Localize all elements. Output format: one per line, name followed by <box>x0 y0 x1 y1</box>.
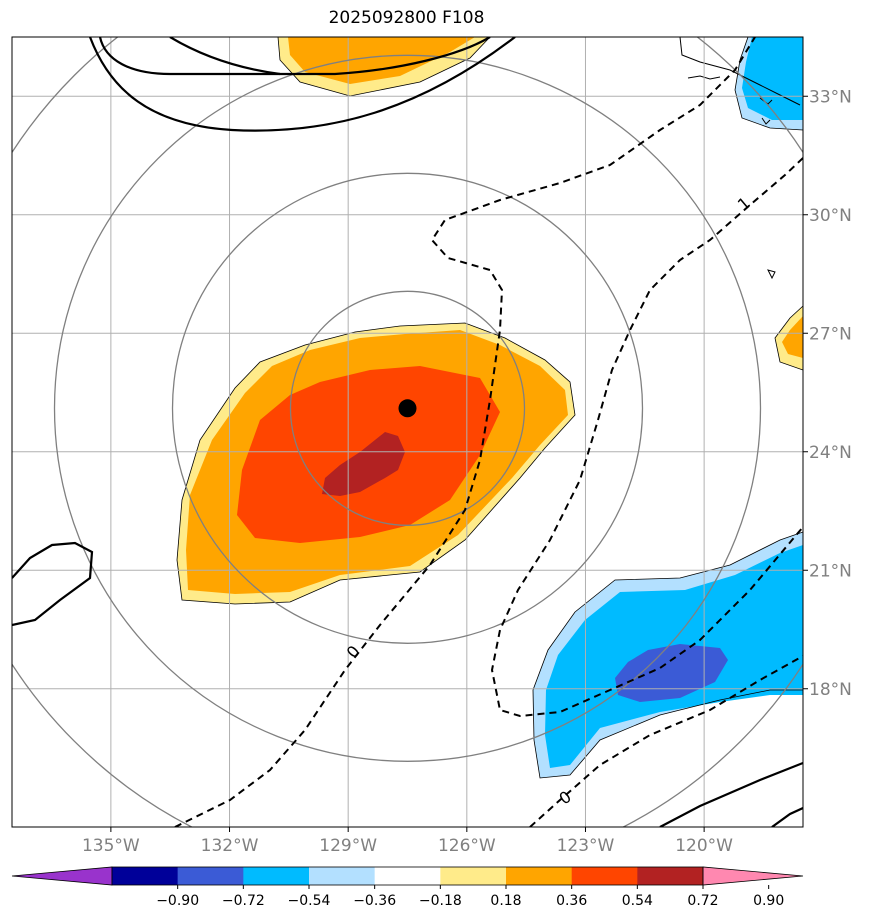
range-ring <box>171 172 644 644</box>
colorbar-tick-label: −0.54 <box>288 893 331 909</box>
lon-tick-label: 120°W <box>675 836 733 856</box>
gridlines <box>12 37 803 827</box>
lat-tick-label: 27°N <box>809 324 852 344</box>
positive-anomaly-peak <box>322 432 405 496</box>
lat-tick-label: 18°N <box>809 680 852 700</box>
shading-layer <box>177 37 803 778</box>
plot-title: 2025092800 F108 <box>328 8 485 28</box>
coastline <box>679 37 801 280</box>
colorbar-extend-high <box>702 866 804 886</box>
colorbar-tick-label: 0.36 <box>556 893 587 909</box>
colorbar-tick-label: −0.18 <box>419 893 462 909</box>
axis-ticks: 135°W 132°W 129°W 126°W 123°W 120°W 18°N 21°N 24… <box>82 87 852 856</box>
positive-anomaly-east <box>782 316 803 358</box>
dashed-contours <box>174 37 803 827</box>
negative-anomaly-core <box>615 644 728 702</box>
lon-tick-label: 126°W <box>438 836 496 856</box>
colorbar-segment <box>374 867 441 885</box>
colorbar-segment <box>112 867 178 885</box>
colorbar-tick-label: 0.72 <box>687 893 718 909</box>
lon-tick-label: 135°W <box>82 836 140 856</box>
lat-tick-label: 21°N <box>809 561 852 581</box>
lon-tick-label: 132°W <box>201 836 259 856</box>
lat-tick-label: 30°N <box>809 206 852 226</box>
colorbar: −0.90 −0.72 −0.54 −0.36 −0.18 0.18 0.36 0.54 0.7… <box>11 866 804 909</box>
lat-tick-label: 24°N <box>809 443 852 463</box>
lat-tick-label: 33°N <box>809 87 852 107</box>
lon-tick-label: 123°W <box>557 836 615 856</box>
colorbar-tick-label: 0.90 <box>753 893 784 909</box>
solid-contours <box>12 37 803 827</box>
map-frame <box>11 36 804 828</box>
colorbar-extend-low <box>11 866 113 886</box>
colorbar-segment <box>440 867 507 885</box>
colorbar-tick-label: 0.18 <box>490 893 521 909</box>
range-rings <box>12 37 803 827</box>
colorbar-tick-label: −0.36 <box>353 893 396 909</box>
colorbar-tick-label: −0.90 <box>156 893 199 909</box>
storm-center-marker <box>398 399 417 418</box>
lon-tick-label: 129°W <box>319 836 377 856</box>
colorbar-tick-label: −0.72 <box>222 893 265 909</box>
colorbar-segment <box>506 867 572 885</box>
positive-anomaly-north <box>288 37 475 84</box>
colorbar-segment <box>571 867 638 885</box>
contour-label: 1 <box>734 193 754 214</box>
contour-label: 0 <box>556 787 575 808</box>
colorbar-segment <box>177 867 244 885</box>
colorbar-segment <box>637 867 704 885</box>
colorbar-segment <box>309 867 375 885</box>
shading-outline <box>176 37 803 779</box>
colorbar-tick-label: 0.54 <box>622 893 653 909</box>
negative-anomaly-northeast <box>742 37 803 120</box>
range-ring <box>289 290 526 526</box>
range-ring <box>53 54 762 762</box>
colorbar-segment <box>243 867 310 885</box>
colorbar-frame <box>111 866 704 886</box>
